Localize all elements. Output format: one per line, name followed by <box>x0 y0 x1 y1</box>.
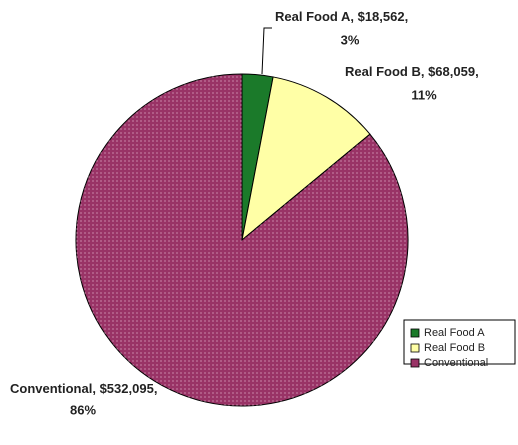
percent-label: 11% <box>411 87 437 102</box>
legend-swatch <box>410 343 420 353</box>
category-name: Real Food B <box>345 64 421 79</box>
legend-label: Real Food A <box>424 327 485 339</box>
percent-label: 86% <box>70 402 96 417</box>
pie-slice <box>241 76 371 242</box>
separator: , <box>154 381 158 396</box>
legend-box <box>403 319 516 365</box>
slice-texture <box>75 74 408 406</box>
separator: , <box>350 9 357 24</box>
leader-line <box>261 27 272 75</box>
percent-label: 3% <box>341 32 360 47</box>
legend-swatch <box>410 328 420 338</box>
data-label: Conventional, $532,095, <box>10 381 157 396</box>
separator: , <box>405 9 409 24</box>
category-name: Real Food A <box>275 9 351 24</box>
category-name: Conventional <box>10 381 92 396</box>
separator: , <box>475 64 479 79</box>
value-label: $18,562 <box>358 9 405 24</box>
value-label: $68,059 <box>428 64 475 79</box>
value-label: $532,095 <box>100 381 154 396</box>
legend-label: Real Food B <box>424 342 485 354</box>
separator: , <box>92 381 99 396</box>
legend-label: Conventional <box>424 357 488 369</box>
data-label: Real Food B, $68,059, <box>345 64 479 79</box>
separator: , <box>421 64 428 79</box>
data-label: Real Food A, $18,562, <box>275 9 408 24</box>
legend-swatch <box>410 358 420 368</box>
